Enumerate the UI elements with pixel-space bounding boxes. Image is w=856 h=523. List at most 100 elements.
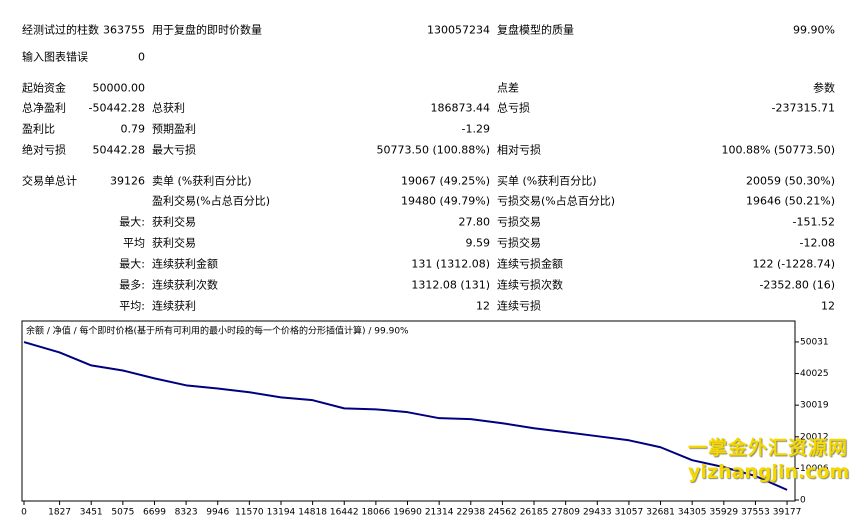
- row-label: 连续获利金额: [152, 257, 218, 271]
- row-value: 参数: [813, 81, 835, 95]
- row-value: 20059 (50.30%): [745, 174, 835, 188]
- x-tick-label: 24562: [488, 508, 517, 518]
- row-value: 12: [821, 299, 835, 313]
- x-tick-label: 26185: [520, 508, 549, 518]
- x-tick-label: 14818: [298, 508, 327, 518]
- row-label: 获利交易: [152, 215, 196, 229]
- y-tick-label: 30019: [800, 401, 829, 411]
- row-value: 0.79: [120, 122, 146, 136]
- watermark-text: 一掌金外汇资源网: [688, 437, 849, 459]
- row-value: 130057234: [427, 23, 490, 37]
- row-label: 亏损交易: [497, 215, 541, 229]
- x-tick-label: 1827: [48, 508, 71, 518]
- row-value: 1312.08 (131): [411, 278, 490, 292]
- row-value: 0: [138, 50, 145, 64]
- row-value: 平均:: [119, 299, 145, 313]
- row-value: 27.80: [458, 215, 491, 229]
- y-tick-label: 0: [800, 496, 806, 506]
- x-tick-label: 21314: [425, 508, 454, 518]
- x-tick-label: 3451: [80, 508, 103, 518]
- row-label: 连续获利: [152, 299, 196, 313]
- y-tick-label: 10006: [800, 464, 829, 474]
- row-value: 最大:: [119, 257, 145, 271]
- row-value: 最大:: [119, 215, 145, 229]
- watermark: 一掌金外汇资源网 yizhangjin.com: [688, 436, 849, 484]
- x-tick-label: 6699: [143, 508, 166, 518]
- row-value: -2352.80 (16): [759, 278, 835, 292]
- row-label: 亏损交易: [497, 236, 541, 250]
- x-tick-label: 34305: [678, 508, 707, 518]
- row-label: 经测试过的柱数: [22, 23, 99, 37]
- row-label: 输入图表错误: [22, 50, 88, 64]
- x-tick-label: 13194: [267, 508, 296, 518]
- row-value: 99.90%: [793, 23, 835, 37]
- row-value: 122 (-1228.74): [752, 257, 835, 271]
- row-value: -12.08: [799, 236, 835, 250]
- row-label: 总亏损: [497, 101, 530, 115]
- row-value: -151.52: [792, 215, 835, 229]
- x-tick-label: 9946: [206, 508, 229, 518]
- watermark-url: yizhangjin.com: [688, 461, 850, 483]
- row-label: 用于复盘的即时价数量: [152, 23, 262, 37]
- row-value: 50442.28: [92, 143, 146, 157]
- x-tick-label: 22938: [456, 508, 485, 518]
- x-tick-label: 35929: [709, 508, 738, 518]
- row-label: 预期盈利: [152, 122, 196, 136]
- row-value: -237315.71: [771, 101, 835, 115]
- x-tick-label: 8323: [175, 508, 198, 518]
- x-tick-label: 37553: [741, 508, 770, 518]
- row-value: 最多:: [119, 278, 145, 292]
- row-label: 卖单 (%获利百分比): [152, 174, 252, 188]
- x-tick-label: 32681: [646, 508, 675, 518]
- row-label: 连续亏损金额: [497, 257, 563, 271]
- row-label: 连续获利次数: [152, 278, 218, 292]
- row-label: 相对亏损: [497, 143, 541, 157]
- row-value: 39126: [110, 174, 145, 188]
- row-value: -50442.28: [88, 101, 145, 115]
- y-tick-label: 50031: [800, 337, 829, 347]
- row-value: 19646 (50.21%): [745, 194, 835, 208]
- row-value: 19480 (49.79%): [400, 194, 490, 208]
- row-label: 亏损交易(%占总百分比): [497, 194, 616, 208]
- x-tick-label: 11570: [235, 508, 264, 518]
- x-tick-label: 39177: [773, 508, 802, 518]
- row-label: 绝对亏损: [22, 143, 66, 157]
- row-label: 起始资金: [22, 81, 66, 95]
- row-label: 盈利比: [22, 122, 55, 136]
- row-label: 总获利: [152, 101, 185, 115]
- row-value: 9.59: [465, 236, 491, 250]
- x-tick-label: 29433: [583, 508, 612, 518]
- row-label: 最大亏损: [152, 143, 196, 157]
- row-value: 50773.50 (100.88%): [376, 143, 490, 157]
- chart-legend: 余额 / 净值 / 每个即时价格(基于所有可利用的最小时段的每一个价格的分形插值…: [26, 325, 409, 337]
- row-value: 186873.44: [430, 101, 491, 115]
- row-value: 131 (1312.08): [411, 257, 490, 271]
- row-value: 19067 (49.25%): [400, 174, 490, 188]
- x-tick-label: 19690: [393, 508, 422, 518]
- row-label: 点差: [497, 81, 519, 95]
- row-label: 连续亏损: [497, 299, 541, 313]
- row-label: 盈利交易(%占总百分比): [152, 194, 271, 208]
- row-label: 连续亏损次数: [497, 278, 563, 292]
- x-tick-label: 27809: [551, 508, 580, 518]
- row-value: 100.88% (50773.50): [721, 143, 835, 157]
- row-label: 获利交易: [152, 236, 196, 250]
- row-value: 12: [476, 299, 490, 313]
- row-value: 363755: [103, 23, 145, 37]
- x-tick-label: 0: [21, 508, 27, 518]
- plot-frame: [21, 320, 796, 502]
- row-label: 交易单总计: [22, 174, 77, 188]
- x-tick-label: 16442: [330, 508, 359, 518]
- row-label: 买单 (%获利百分比): [497, 174, 597, 188]
- row-value: -1.29: [461, 122, 490, 136]
- y-tick-label: 20012: [800, 432, 829, 442]
- row-label: 复盘模型的质量: [497, 23, 574, 37]
- x-tick-label: 5075: [111, 508, 134, 518]
- row-value: 50000.00: [92, 81, 146, 95]
- y-tick-label: 40025: [800, 369, 829, 379]
- row-value: 平均: [123, 236, 145, 250]
- x-tick-label: 31057: [615, 508, 644, 518]
- balance-line: [23, 341, 788, 491]
